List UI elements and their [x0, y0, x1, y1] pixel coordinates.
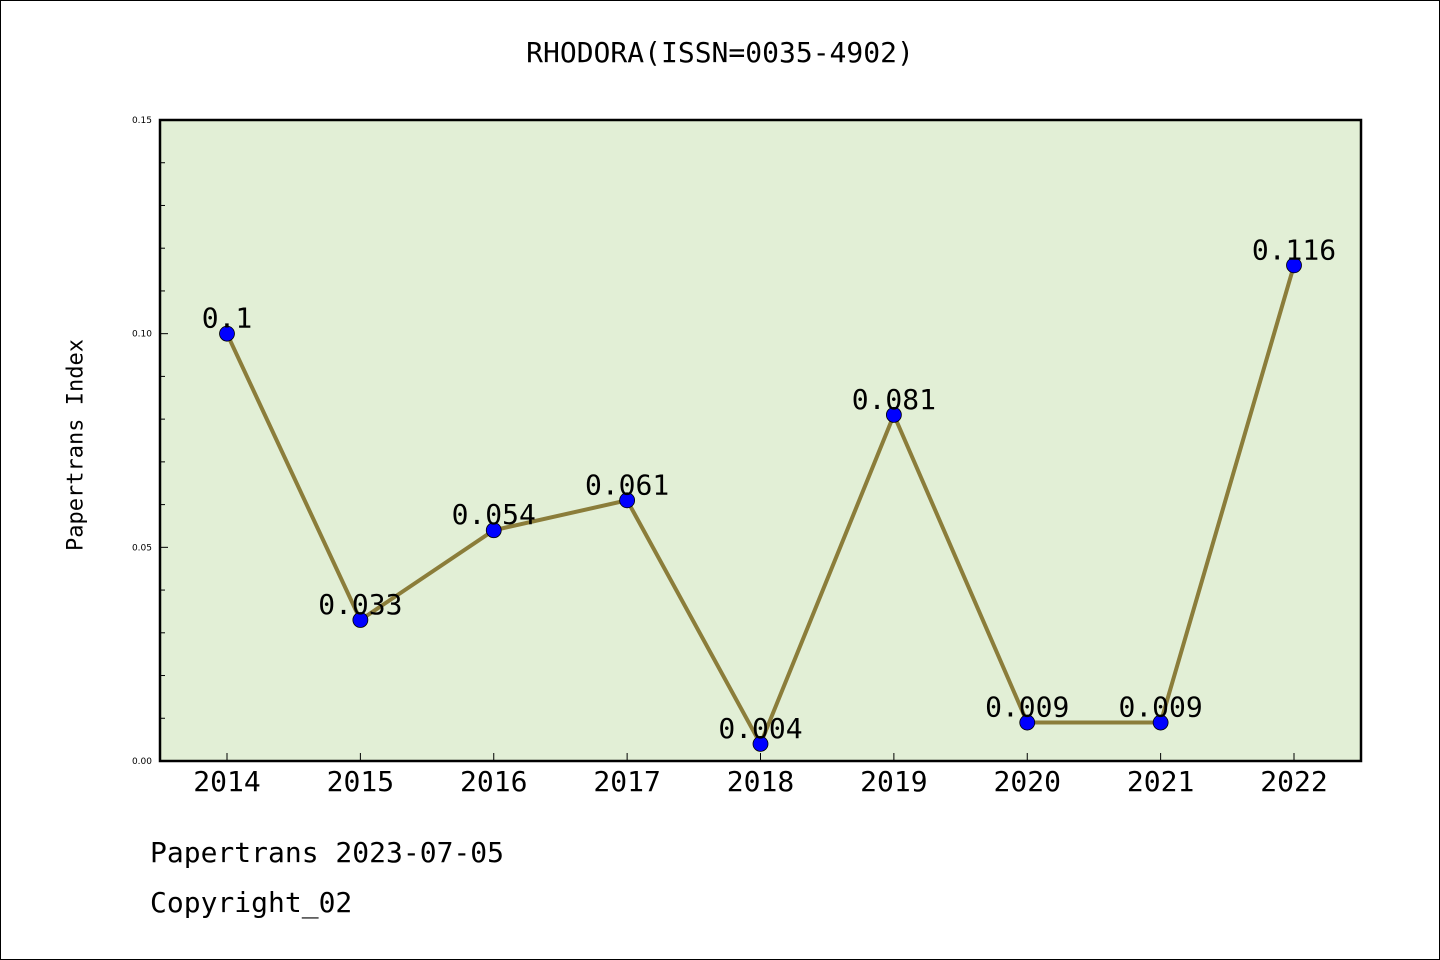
- data-label: 0.081: [852, 383, 936, 416]
- data-label: 0.033: [318, 588, 402, 621]
- data-label: 0.009: [1118, 691, 1202, 724]
- data-label: 0.009: [985, 691, 1069, 724]
- data-point: [1019, 714, 1036, 731]
- data-label: 0.1: [202, 302, 253, 335]
- x-axis-ticks: 2014 2015 2016 2017 2018 2019 2020 2021 2022: [193, 753, 1328, 798]
- plot-area: [158, 118, 1363, 763]
- x-tick-label: 2022: [1260, 765, 1327, 798]
- data-point: [352, 612, 369, 628]
- data-point: [885, 406, 902, 423]
- data-point: [1286, 257, 1302, 274]
- data-point: [619, 492, 636, 509]
- footer-copyright: Copyright_02: [150, 886, 353, 919]
- data-points: [219, 257, 1302, 752]
- y-axis-ticks: 0.00 0.05 0.10 0.15: [132, 116, 168, 767]
- x-tick-label: 2021: [1127, 765, 1194, 798]
- y-tick-label: 0.00: [132, 757, 152, 767]
- x-tick-label: 2015: [327, 765, 394, 798]
- data-point: [752, 736, 769, 752]
- y-tick-label: 0.05: [132, 543, 152, 553]
- x-tick-label: 2014: [193, 765, 260, 798]
- footer-date: Papertrans 2023-07-05: [150, 836, 505, 869]
- x-tick-label: 2018: [727, 765, 794, 798]
- data-point: [485, 522, 502, 539]
- data-label: 0.116: [1252, 233, 1336, 266]
- data-label: 0.004: [718, 712, 802, 745]
- data-point: [219, 325, 235, 342]
- chart-title: RHODORA(ISSN=0035-4902): [526, 36, 914, 69]
- data-label: 0.061: [585, 468, 669, 501]
- x-tick-label: 2017: [593, 765, 660, 798]
- x-tick-label: 2016: [460, 765, 527, 798]
- y-tick-label: 0.15: [132, 116, 152, 126]
- x-tick-label: 2020: [994, 765, 1061, 798]
- data-point: [1152, 714, 1169, 731]
- x-tick-label: 2019: [860, 765, 927, 798]
- data-label: 0.054: [452, 498, 536, 531]
- y-tick-label: 0.10: [132, 330, 152, 340]
- data-labels: 0.1 0.033 0.054 0.061 0.004 0.081 0.009 0.009 0.…: [202, 233, 1336, 745]
